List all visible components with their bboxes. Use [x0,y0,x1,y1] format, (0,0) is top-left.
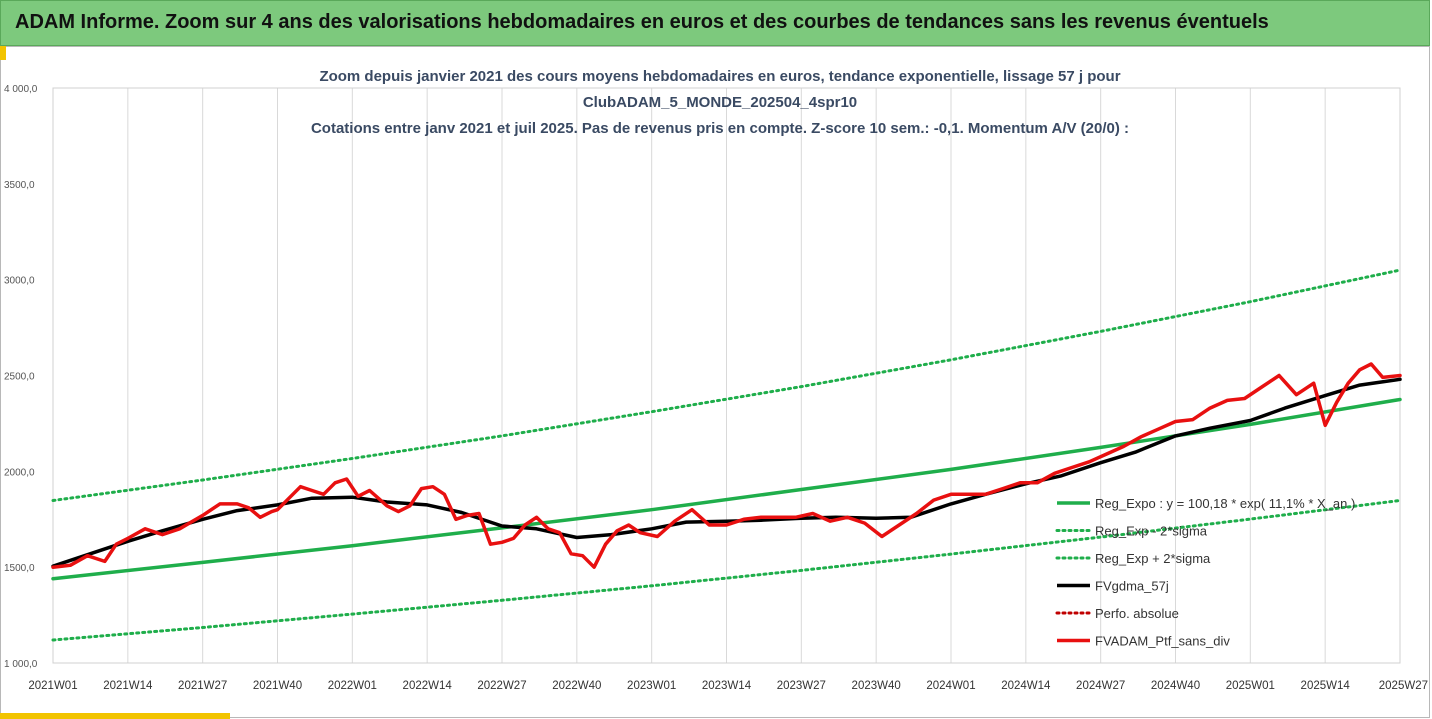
x-tick-label: 2023W14 [702,680,752,692]
y-tick-label: 3000,0 [4,276,35,287]
chart-frame [0,46,1430,718]
chart-title-line-2: ClubADAM_5_MONDE_202504_4spr10 [583,94,857,111]
y-axis-ticks: 1 000,0 1500,0 2000,0 2500,0 3000,0 3500,0 4 0… [4,84,38,670]
x-tick-label: 2023W40 [852,680,901,692]
y-tick-label: 2500,0 [4,372,35,383]
x-tick-label: 2025W01 [1226,680,1275,692]
y-tick-label: 3500,0 [4,180,35,191]
x-tick-label: 2021W14 [103,680,153,692]
series-line-2 [51,268,1402,502]
legend-label-1: Reg_Exp - 2*sigma [1095,524,1208,539]
x-tick-label: 2023W27 [777,680,826,692]
x-tick-label: 2024W27 [1076,680,1125,692]
series-line-5 [51,362,1402,569]
series-line-1 [51,499,1402,642]
x-tick-label: 2021W27 [178,680,227,692]
x-tick-label: 2024W14 [1001,680,1051,692]
vertical-grid [52,88,1401,663]
x-tick-label: 2022W40 [552,680,601,692]
banner-title: ADAM Informe. Zoom sur 4 ans des valoris… [15,11,1269,33]
x-tick-label: 2022W01 [328,680,377,692]
x-tick-label: 2021W40 [253,680,302,692]
y-tick-label: 1500,0 [4,563,35,574]
y-tick-label: 1 000,0 [4,659,38,670]
chart-titles: Zoom depuis janvier 2021 des cours moyen… [311,68,1129,137]
chart-title-line-3: Cotations entre janv 2021 et juil 2025. … [311,120,1129,137]
chart-title-line-1: Zoom depuis janvier 2021 des cours moyen… [319,68,1120,85]
y-tick-label: 4 000,0 [4,84,38,95]
x-tick-label: 2023W01 [627,680,676,692]
x-tick-label: 2025W14 [1301,680,1351,692]
x-tick-label: 2024W40 [1151,680,1200,692]
series-line-3 [51,377,1402,568]
x-tick-label: 2024W01 [926,680,975,692]
series-lines [51,268,1402,642]
x-tick-label: 2025W27 [1379,680,1428,692]
x-tick-label: 2022W27 [477,680,526,692]
yellow-accent-top [0,46,6,60]
legend: Reg_Expo : y = 100,18 * exp( 11,1% * X_a… [1055,496,1355,649]
legend-label-5: FVADAM_Ptf_sans_div [1095,634,1230,649]
x-tick-label: 2021W01 [28,680,77,692]
legend-label-2: Reg_Exp + 2*sigma [1095,551,1211,566]
y-tick-label: 2000,0 [4,467,35,478]
legend-label-4: Perfo. absolue [1095,606,1179,621]
legend-label-3: FVgdma_57j [1095,579,1169,594]
x-tick-label: 2022W14 [403,680,453,692]
yellow-accent-bottom [0,713,230,719]
x-axis-ticks: 2021W01 2021W14 2021W27 2021W40 2022W01 2022W… [28,680,1428,692]
banner: ADAM Informe. Zoom sur 4 ans des valoris… [0,0,1430,46]
legend-label-0: Reg_Expo : y = 100,18 * exp( 11,1% * X_a… [1095,496,1355,511]
